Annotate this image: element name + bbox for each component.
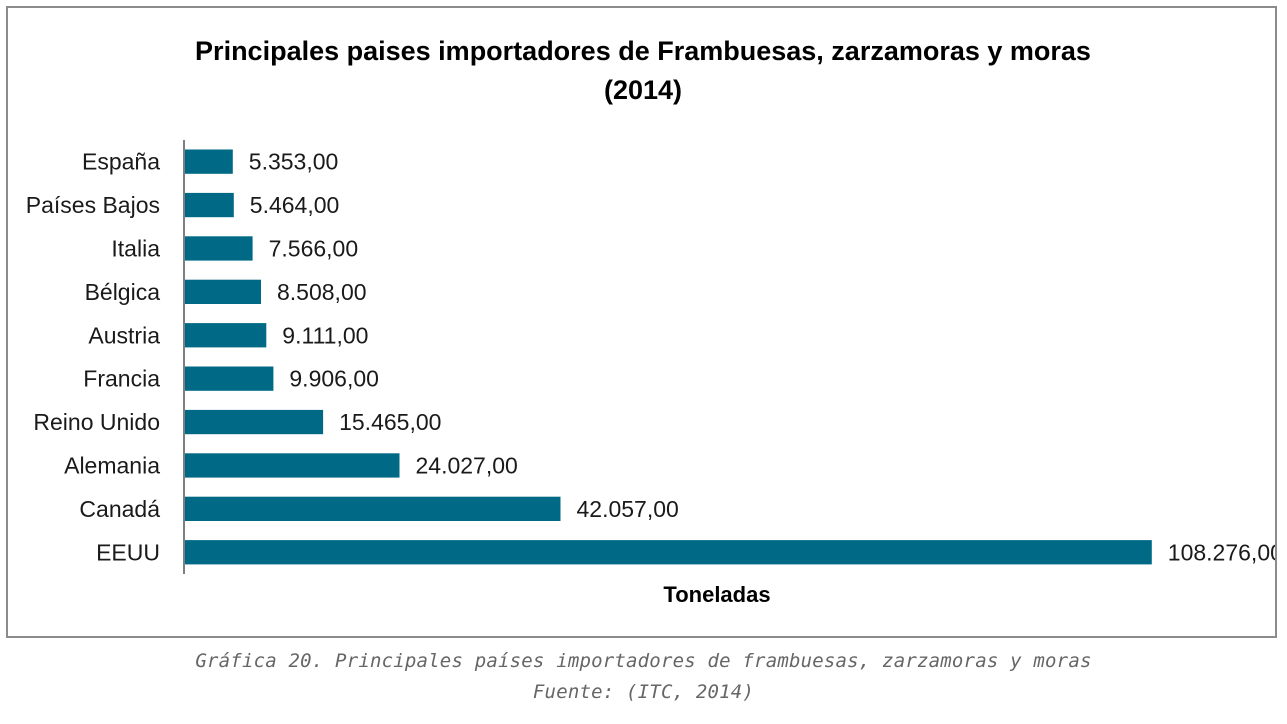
figure-source: Fuente: (ITC, 2014) <box>532 681 755 703</box>
category-label-9: EEUU <box>96 539 160 565</box>
category-label-6: Reino Unido <box>33 409 160 435</box>
bars-group: España 5.353,00 Países Bajos 5.464,00 Italia… <box>26 149 1275 566</box>
bar-3 <box>185 279 261 304</box>
category-label-7: Alemania <box>64 453 160 479</box>
bar-2 <box>185 236 253 261</box>
bar-chart: Principales paises importadores de Framb… <box>26 36 1275 607</box>
category-label-1: Países Bajos <box>26 192 160 218</box>
bar-9 <box>185 540 1152 565</box>
category-label-5: Francia <box>83 366 160 392</box>
data-label-8: 42.057,00 <box>577 496 679 522</box>
bar-6 <box>185 409 324 435</box>
bar-4 <box>185 323 267 348</box>
chart-frame: Principales paises importadores de Framb… <box>6 6 1277 638</box>
chart-title-line-2: (2014) <box>604 75 682 105</box>
category-label-8: Canadá <box>79 496 160 522</box>
bar-7 <box>185 453 400 478</box>
data-label-4: 9.111,00 <box>282 322 368 348</box>
data-label-9: 108.276,00 <box>1168 539 1275 565</box>
bar-8 <box>185 496 561 521</box>
category-label-3: Bélgica <box>85 279 161 305</box>
category-label-2: Italia <box>111 236 160 262</box>
data-label-5: 9.906,00 <box>289 366 379 392</box>
category-label-4: Austria <box>88 322 160 348</box>
data-label-3: 8.508,00 <box>277 279 367 305</box>
bar-0 <box>185 149 233 174</box>
chart-title-line-1: Principales paises importadores de Framb… <box>195 36 1091 66</box>
bar-1 <box>185 192 234 218</box>
category-label-0: España <box>82 149 160 175</box>
x-axis-title: Toneladas <box>663 582 770 607</box>
data-label-7: 24.027,00 <box>416 453 518 479</box>
data-label-2: 7.566,00 <box>269 236 359 262</box>
data-label-6: 15.465,00 <box>339 409 441 435</box>
data-label-1: 5.464,00 <box>250 192 340 218</box>
bar-5 <box>185 366 274 391</box>
data-label-0: 5.353,00 <box>249 149 339 175</box>
figure-caption: Gráfica 20. Principales países importado… <box>195 650 1092 672</box>
